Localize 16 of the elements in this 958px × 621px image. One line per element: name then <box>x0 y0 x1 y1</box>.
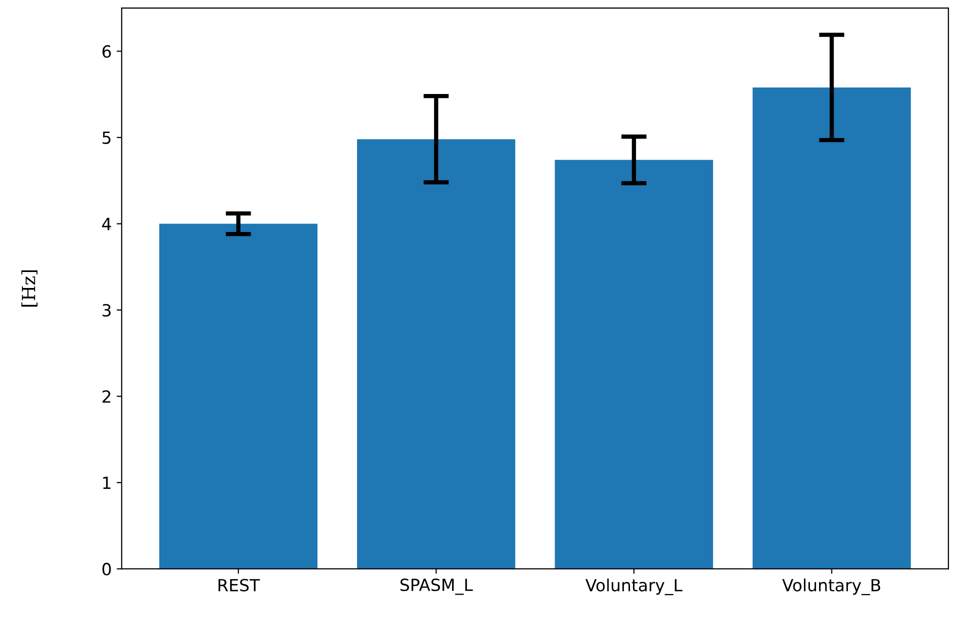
y-tick-label: 3 <box>102 304 111 317</box>
x-tick-label: Voluntary_B <box>782 578 880 596</box>
y-axis-title: [Hz] <box>21 270 38 307</box>
x-tick-label: SPASM_L <box>400 578 473 595</box>
bar <box>159 224 318 569</box>
bar <box>554 160 714 569</box>
y-tick-label: 0 <box>102 562 111 576</box>
y-tick-label: 5 <box>102 132 110 144</box>
bar <box>752 87 911 569</box>
x-tick-label: Voluntary_L <box>585 578 682 596</box>
x-tick-label: REST <box>218 578 260 592</box>
y-tick-label: 4 <box>102 218 112 230</box>
y-tick-label: 2 <box>102 390 110 403</box>
y-tick-label: 1 <box>103 476 110 489</box>
bar <box>357 139 516 569</box>
y-tick-label: 6 <box>102 45 111 58</box>
